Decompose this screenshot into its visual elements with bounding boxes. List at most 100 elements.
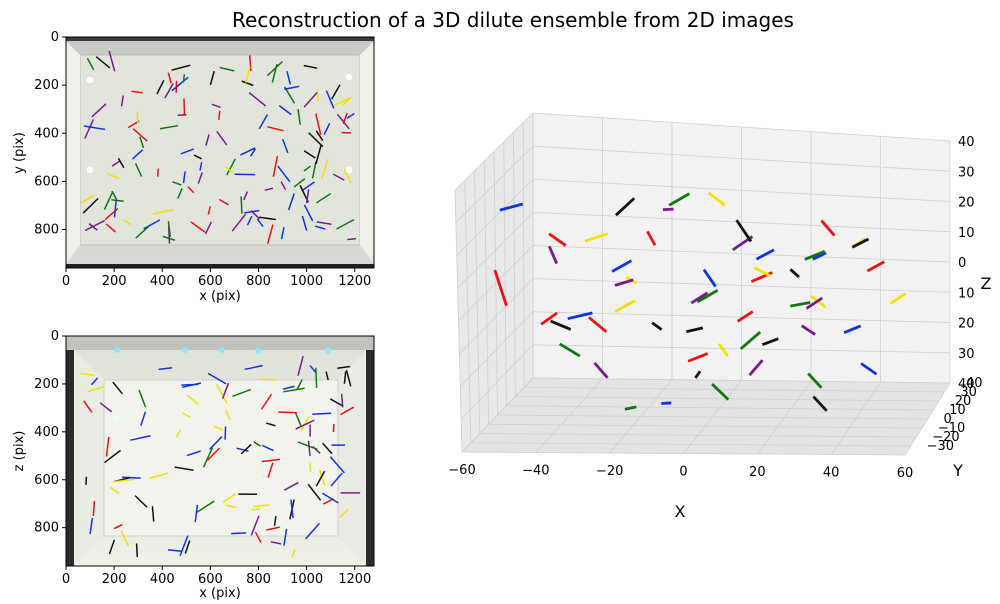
photo-rod — [259, 216, 276, 221]
photo-rod — [283, 387, 305, 393]
photo-rod — [152, 208, 174, 215]
photo-rod — [278, 411, 297, 414]
rod-blue — [567, 311, 593, 321]
photo-rod — [231, 532, 247, 535]
photo-rod — [345, 370, 352, 387]
rod-black — [812, 395, 828, 412]
photo-rod — [177, 188, 183, 199]
side-view-xlabel: x (pix) — [199, 586, 241, 601]
photo-rod — [167, 72, 172, 84]
grid-line — [497, 414, 928, 420]
photo-rod — [131, 149, 144, 160]
photo-rod — [90, 377, 99, 386]
photo-rod — [196, 500, 215, 513]
photo-rod — [241, 80, 254, 87]
photo-rod — [309, 365, 317, 374]
x-tick-label: 1000 — [290, 274, 323, 289]
photo-rod — [305, 522, 321, 540]
photo-rod — [296, 379, 303, 390]
photo-rod — [187, 186, 195, 194]
photo-rod — [221, 382, 230, 399]
grid-line — [454, 189, 463, 453]
photo-rod — [83, 400, 93, 413]
photo-rod — [343, 371, 347, 384]
photo-rod — [214, 425, 223, 431]
photo-rod — [171, 64, 191, 71]
side-view-ylabel: z (pix) — [12, 431, 27, 472]
x-tick-label: 400 — [150, 274, 175, 289]
grid-line — [532, 377, 951, 384]
rod-black — [550, 319, 572, 331]
photo-rod — [272, 155, 279, 177]
rod-red — [820, 219, 836, 237]
photo-rod — [303, 64, 318, 69]
rod-green — [624, 405, 637, 411]
rod-yellow — [717, 342, 729, 357]
x-tick-label: 200 — [102, 572, 127, 587]
rod-green — [807, 372, 823, 389]
photo-rod — [107, 172, 120, 180]
photo-rod — [231, 213, 247, 232]
rod-blue — [843, 324, 862, 335]
x-axis-tick-label: 40 — [823, 466, 840, 481]
photo-rod — [225, 409, 231, 421]
photo-rod — [322, 442, 333, 455]
photo-rod — [283, 481, 299, 491]
rod-blue — [755, 248, 775, 261]
photo-rod — [266, 422, 276, 427]
photo-rod — [322, 492, 339, 504]
rod-red — [866, 260, 885, 273]
photo-rod — [281, 138, 289, 154]
photo-rod — [186, 394, 200, 406]
y-tick-label: 400 — [34, 425, 59, 440]
photo-rod — [216, 384, 228, 404]
z-axis-tick-label: 0 — [958, 256, 966, 271]
rod-purple — [547, 245, 558, 265]
rod-black — [851, 237, 870, 249]
photo-rod — [134, 162, 143, 177]
photo-rod — [331, 84, 341, 100]
z-axis-tick-label: 30 — [958, 165, 975, 180]
x-tick-label: 200 — [102, 274, 127, 289]
z-axis-tick-label: 40 — [958, 135, 975, 150]
photo-rod — [180, 148, 195, 155]
photo-rod — [290, 499, 294, 519]
y-axis-tick-label: 10 — [949, 403, 966, 418]
rod-purple — [748, 359, 764, 377]
photo-rod — [95, 56, 111, 69]
photo-rod — [260, 393, 273, 410]
photo-rod — [329, 398, 344, 407]
top-view-photo — [66, 37, 374, 268]
photo-rod — [308, 132, 324, 148]
rod-yellow — [889, 292, 907, 305]
photo-rod — [216, 130, 228, 146]
photo-rod — [280, 181, 287, 190]
x-axis-tick-label: 0 — [679, 465, 687, 480]
photo-rod — [303, 150, 316, 159]
grid-line — [470, 442, 911, 447]
photo-rod — [266, 61, 283, 77]
grid-line — [532, 245, 951, 263]
rod-blue — [611, 259, 633, 273]
y-axis-tick-label: 40 — [966, 376, 983, 391]
photo-rod — [80, 195, 95, 204]
photo-rod — [343, 168, 352, 184]
photo-rod — [186, 450, 201, 457]
rod-green — [696, 289, 719, 304]
rod-green — [668, 192, 690, 207]
grid-line — [532, 311, 951, 323]
x-axis-tick-label: −20 — [596, 464, 623, 479]
rods-3d — [493, 191, 907, 412]
photo-rod — [336, 218, 355, 230]
photo-rod — [315, 144, 322, 165]
rod-red — [548, 232, 567, 247]
photo-rod — [82, 197, 99, 214]
photo-rod — [103, 191, 114, 210]
photo-rod — [207, 372, 227, 385]
pane-left — [455, 113, 533, 452]
photo-rod — [273, 516, 277, 526]
photo-rod — [108, 50, 116, 72]
rod-black — [685, 326, 704, 334]
photo-rod — [307, 440, 311, 457]
photo-rod — [162, 235, 176, 241]
